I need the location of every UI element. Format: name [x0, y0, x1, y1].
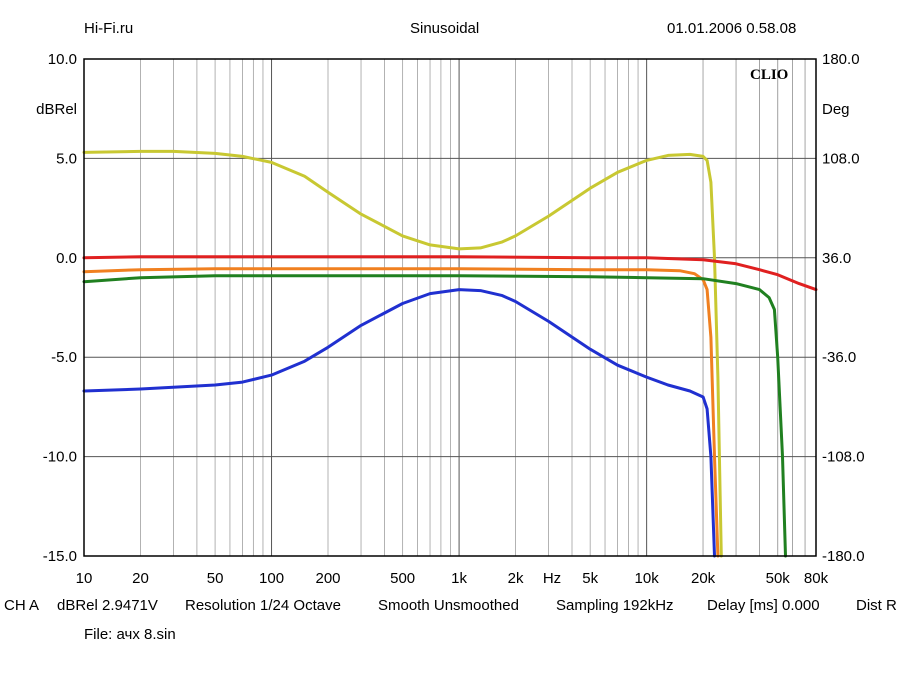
status-reference: dBRel 2.9471V	[57, 597, 158, 614]
clio-logo: CLIO	[750, 67, 788, 83]
axis-labels: 10 20 50 100 200 500 1k 2k 5k 10k 20k 50k 80k Hz 10.0 5…	[36, 51, 864, 587]
x-tick-label: 10	[76, 570, 93, 587]
y-tick-label: -5.0	[51, 349, 77, 366]
x-tick-label: 1k	[451, 570, 467, 587]
status-channel: CH A	[4, 597, 40, 614]
header-signal-type: Sinusoidal	[410, 20, 480, 37]
x-tick-label: 5k	[582, 570, 598, 587]
y2-tick-label: 108.0	[822, 150, 860, 167]
series-line-2	[82, 267, 720, 558]
x-tick-label: 20	[132, 570, 149, 587]
status-smoothing: Smooth Unsmoothed	[378, 597, 519, 614]
x-tick-label: 200	[315, 570, 340, 587]
x-tick-label: 80k	[804, 570, 829, 587]
status-sampling: Sampling 192kHz	[556, 597, 674, 614]
y2-tick-label: -36.0	[822, 349, 856, 366]
plot-background	[84, 59, 816, 556]
y-tick-label: 5.0	[56, 150, 77, 167]
header-timestamp: 01.01.2006 0.58.08	[667, 20, 797, 37]
status-delay: Delay [ms] 0.000	[707, 597, 820, 614]
series-lines	[82, 149, 818, 558]
y2-tick-label: 36.0	[822, 250, 851, 267]
x-tick-label: 50	[207, 570, 224, 587]
x-tick-label: 500	[390, 570, 415, 587]
y-axis-label: dBRel	[36, 101, 77, 118]
y2-tick-label: -108.0	[822, 449, 865, 466]
y2-tick-label: 180.0	[822, 51, 860, 68]
series-line-0	[82, 149, 723, 558]
y-tick-label: 10.0	[48, 51, 77, 68]
y2-axis-label: Deg	[822, 101, 850, 118]
x-tick-label: 20k	[691, 570, 716, 587]
series-line-4	[82, 288, 716, 558]
x-tick-label: 10k	[635, 570, 660, 587]
x-unit-label: Hz	[543, 570, 561, 587]
series-line-3	[82, 274, 787, 558]
y-tick-label: 0.0	[56, 250, 77, 267]
series-line-1	[82, 255, 818, 292]
plot-frame	[83, 58, 817, 557]
y2-tick-label: -180.0	[822, 548, 865, 565]
file-name: File: ачх 8.sin	[84, 626, 176, 643]
x-tick-label: 50k	[766, 570, 791, 587]
y-tick-label: -10.0	[43, 449, 77, 466]
y-tick-label: -15.0	[43, 548, 77, 565]
x-tick-label: 100	[259, 570, 284, 587]
status-resolution: Resolution 1/24 Octave	[185, 597, 341, 614]
header-site: Hi-Fi.ru	[84, 20, 134, 37]
x-tick-label: 2k	[508, 570, 524, 587]
status-dist: Dist R	[856, 597, 897, 614]
